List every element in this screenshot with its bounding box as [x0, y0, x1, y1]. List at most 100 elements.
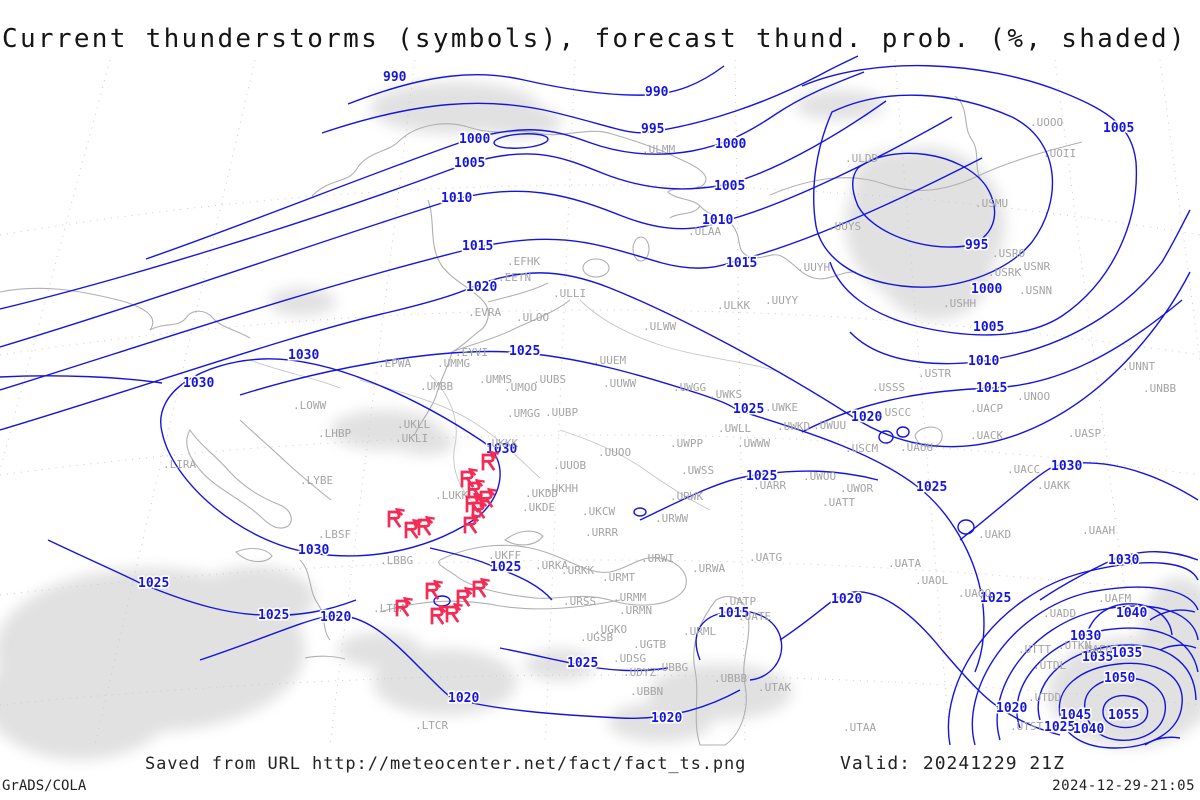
station-label: .UOOO — [1030, 116, 1063, 129]
station-label: .UWKD — [777, 420, 810, 433]
isobar-label: 1050 — [1104, 671, 1135, 686]
isobar-label: 1020 — [320, 610, 351, 625]
isobar-label: 1025 — [490, 560, 521, 575]
station-label: .URWI — [641, 552, 674, 565]
thunderstorm-symbol — [417, 516, 435, 536]
station-label: .UWKS — [709, 388, 742, 401]
station-label: .URMM — [613, 591, 646, 604]
station-label: .EPWA — [378, 357, 411, 370]
station-label: .UGSB — [580, 631, 613, 644]
station-label: .ULWW — [643, 320, 676, 333]
station-label: .LIRA — [163, 458, 196, 471]
station-label: .UWPP — [670, 437, 703, 450]
station-label: .ULDD — [845, 152, 878, 165]
station-label: .USTR — [918, 367, 951, 380]
station-label: .LHBP — [318, 427, 351, 440]
station-label: .URKK — [561, 564, 594, 577]
station-label: .UASP — [1068, 427, 1101, 440]
station-label: .UWKE — [765, 401, 798, 414]
station-label: .UUWW — [603, 377, 636, 390]
station-label: .USCM — [845, 442, 878, 455]
isobar-label: 1025 — [1044, 720, 1075, 735]
isobar-label: 1005 — [973, 320, 1004, 335]
isobar-label: 1035 — [1111, 646, 1142, 661]
station-label: .UARR — [753, 479, 786, 492]
station-label: .UWOO — [803, 470, 836, 483]
station-label: .UMMS — [479, 373, 512, 386]
station-label: .UWUU — [813, 419, 846, 432]
station-label: .UNOO — [1017, 390, 1050, 403]
station-label: .ULAA — [688, 225, 721, 238]
isobar-label: 1020 — [448, 691, 479, 706]
station-label: .UATA — [888, 557, 921, 570]
station-label: .UKKK — [485, 437, 518, 450]
station-label: .UTST — [1010, 720, 1043, 733]
isobar-label: 1010 — [968, 354, 999, 369]
station-label: .UAKD — [978, 528, 1011, 541]
isobar-label: 1055 — [1108, 708, 1139, 723]
station-label: .UAFO — [1079, 643, 1112, 656]
station-label: .UUBP — [545, 406, 578, 419]
station-label: .LUKK — [435, 489, 468, 502]
isobar-label: 990 — [645, 85, 669, 100]
station-label: .UATE — [738, 610, 771, 623]
isobar-label: 1025 — [509, 344, 540, 359]
thunderstorm-symbol — [387, 508, 405, 528]
station-label: .URWK — [670, 490, 703, 503]
isobar-label: 1040 — [1116, 606, 1147, 621]
isobar-label: 1025 — [138, 576, 169, 591]
station-label: .UATG — [749, 551, 782, 564]
valid-time-text: Valid: 20241229 21Z — [840, 753, 1065, 774]
isobar-label: 1025 — [258, 608, 289, 623]
station-label: .UAAH — [1082, 524, 1115, 537]
station-label: .EETN — [498, 271, 531, 284]
isobar-label: 1005 — [714, 179, 745, 194]
station-label: .UBBB — [714, 672, 747, 685]
isobar-label: 1035 — [1082, 650, 1113, 665]
station-label: .UAOL — [915, 574, 948, 587]
station-label: .UMBB — [420, 380, 453, 393]
graticule-layer — [0, 59, 1200, 746]
isobar-label: 1025 — [746, 469, 777, 484]
station-label: .UKCW — [582, 505, 615, 518]
station-label: .UOII — [1043, 147, 1076, 160]
station-label: .UKDE — [522, 501, 555, 514]
isobar-label: 1020 — [851, 410, 882, 425]
station-label: .USMU — [975, 197, 1008, 210]
station-label: .UTDD — [1028, 691, 1061, 704]
thunderstorm-symbol — [445, 603, 463, 623]
station-labels-layer: .ULMM .ULDD .ULAA .UOOO .UOII .USMU .UUYS .USRO… — [163, 116, 1176, 734]
station-label: .UAFM — [1098, 592, 1131, 605]
station-label: .LOWW — [293, 399, 326, 412]
station-label: .UTAK — [758, 681, 791, 694]
saved-from-url-text: Saved from URL http://meteocenter.net/fa… — [145, 754, 747, 774]
station-label: .URRR — [585, 526, 618, 539]
station-label: .URWW — [655, 512, 688, 525]
page-title: Current thunderstorms (symbols), forecas… — [2, 24, 1187, 54]
thunderstorm-symbol — [471, 499, 489, 519]
station-label: .UBBG — [655, 661, 688, 674]
station-label: .UBBN — [630, 685, 663, 698]
station-label: .UKLI — [395, 432, 428, 445]
isobar-label: 1010 — [702, 213, 733, 228]
station-label: .UNNT — [1122, 360, 1155, 373]
isobar-label: 1005 — [1103, 121, 1134, 136]
station-label: .USSS — [872, 381, 905, 394]
station-label: .URWA — [692, 562, 725, 575]
isobar-label: 1005 — [454, 156, 485, 171]
isobar-label: 1010 — [441, 191, 472, 206]
station-label: .UKFF — [488, 549, 521, 562]
station-label: .UMOO — [504, 381, 537, 394]
thunderstorm-symbol — [456, 587, 474, 607]
station-label: .UACK — [970, 429, 1003, 442]
isobar-label: 1040 — [1073, 722, 1104, 737]
station-label: .ULKK — [717, 299, 750, 312]
isobar-label: 1020 — [831, 592, 862, 607]
thunderstorm-symbol — [425, 580, 443, 600]
station-label: .UWGG — [673, 381, 706, 394]
station-label: .UATP — [723, 595, 756, 608]
isobar-label: 1015 — [462, 239, 493, 254]
station-label: .LYBE — [300, 474, 333, 487]
station-label: .UWOR — [840, 482, 873, 495]
